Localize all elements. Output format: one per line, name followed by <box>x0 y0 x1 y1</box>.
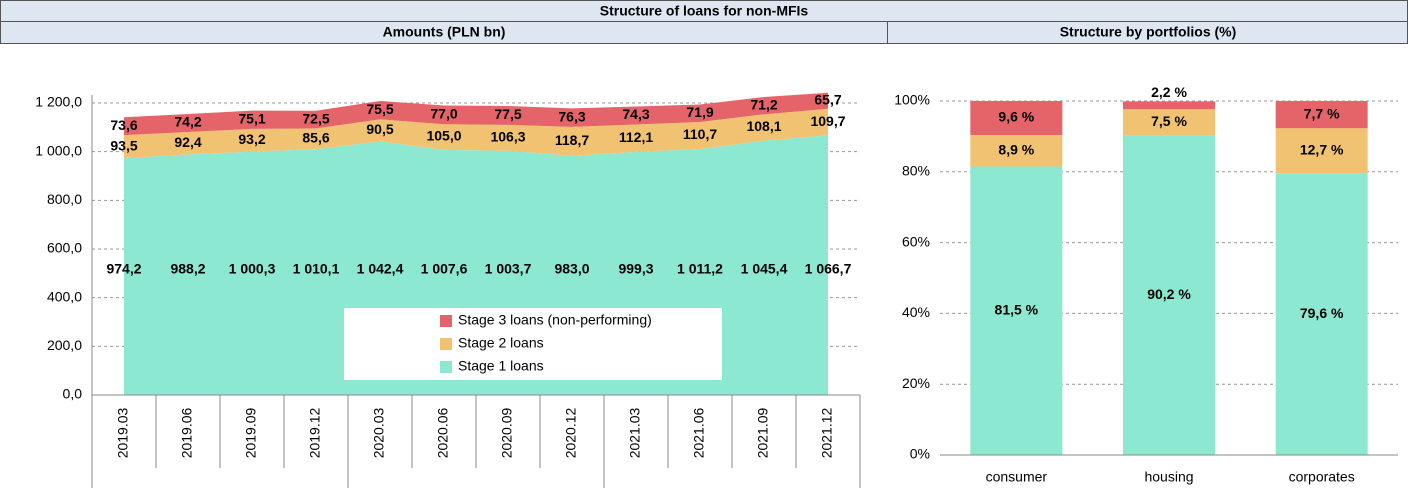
y-tick-label: 1 000,0 <box>35 142 82 158</box>
x-tick-label: housing <box>1144 469 1193 485</box>
y-tick-label: 0% <box>910 446 930 462</box>
value-label: 1 003,7 <box>485 261 532 277</box>
value-label: 2,2 % <box>1151 84 1187 100</box>
bar-segment <box>970 101 1063 135</box>
legend-label: Stage 1 loans <box>458 358 544 374</box>
value-label: 75,1 <box>238 110 265 126</box>
area <box>124 108 828 158</box>
value-label: 106,3 <box>490 129 525 145</box>
value-label: 7,7 % <box>1304 105 1340 121</box>
value-label: 92,4 <box>174 134 201 150</box>
value-label: 72,5 <box>302 110 329 126</box>
legend-label: Stage 3 loans (non-performing) <box>458 312 652 328</box>
value-label: 71,2 <box>750 96 777 112</box>
y-tick-label: 100% <box>894 92 930 108</box>
x-tick-label: consumer <box>986 469 1048 485</box>
bar-segment <box>1275 128 1368 174</box>
legend-swatch <box>440 315 452 327</box>
value-label: 85,6 <box>302 129 329 145</box>
value-label: 1 000,3 <box>229 261 276 277</box>
chart-title: Amounts (PLN bn) <box>383 24 506 40</box>
value-label: 974,2 <box>106 261 141 277</box>
x-tick-label: 2020.03 <box>371 407 387 458</box>
value-label: 74,2 <box>174 114 201 130</box>
value-label: 105,0 <box>426 128 461 144</box>
value-label: 112,1 <box>619 129 653 145</box>
value-label: 1 042,4 <box>357 261 404 277</box>
x-tick-label: 2021.03 <box>627 407 643 458</box>
value-label: 74,3 <box>622 106 649 122</box>
area <box>124 92 828 136</box>
y-tick-label: 20% <box>902 375 930 391</box>
value-label: 1 007,6 <box>421 261 468 277</box>
value-label: 79,6 % <box>1300 305 1344 321</box>
x-tick-label: 2020.12 <box>563 407 579 458</box>
bar-segment <box>1123 135 1215 455</box>
legend-swatch <box>440 361 452 373</box>
value-label: 71,9 <box>686 104 713 120</box>
value-label: 8,9 % <box>998 141 1034 157</box>
value-label: 75,5 <box>366 101 393 117</box>
value-label: 1 066,7 <box>805 261 852 277</box>
value-label: 73,6 <box>110 117 137 133</box>
x-tick-label: 2021.09 <box>755 407 771 458</box>
value-label: 118,7 <box>555 132 589 148</box>
value-label: 110,7 <box>683 126 717 142</box>
value-label: 65,7 <box>814 91 841 107</box>
bar-segment <box>970 134 1063 167</box>
y-tick-label: 40% <box>902 304 930 320</box>
value-label: 93,5 <box>110 137 137 153</box>
x-tick-label: 2019.03 <box>115 407 131 458</box>
value-label: 77,5 <box>494 106 521 122</box>
legend-label: Stage 2 loans <box>458 335 544 351</box>
value-label: 12,7 % <box>1300 141 1344 157</box>
value-label: 9,6 % <box>998 109 1034 125</box>
value-label: 108,1 <box>746 118 781 134</box>
value-label: 76,3 <box>558 108 585 124</box>
value-label: 81,5 % <box>995 301 1039 317</box>
y-tick-label: 800,0 <box>47 191 82 207</box>
y-tick-label: 1 200,0 <box>35 94 82 110</box>
y-tick-label: 60% <box>902 233 930 249</box>
x-tick-label: 2020.06 <box>435 407 451 458</box>
y-tick-label: 0,0 <box>63 386 83 402</box>
bar-segment <box>1123 101 1215 110</box>
y-tick-label: 600,0 <box>47 240 82 256</box>
value-label: 999,3 <box>618 261 653 277</box>
x-tick-label: 2019.12 <box>307 407 323 458</box>
value-label: 7,5 % <box>1151 113 1187 129</box>
bar-segment <box>1275 173 1368 455</box>
value-label: 90,5 <box>366 121 393 137</box>
x-tick-label: 2020.09 <box>499 407 515 458</box>
x-tick-label: 2021.12 <box>819 407 835 458</box>
x-tick-label: 2019.06 <box>179 407 195 458</box>
y-tick-label: 400,0 <box>47 288 82 304</box>
value-label: 77,0 <box>430 106 457 122</box>
bar-segment <box>1123 109 1215 136</box>
legend-swatch <box>440 338 452 350</box>
value-label: 983,0 <box>554 261 589 277</box>
y-tick-label: 80% <box>902 163 930 179</box>
value-label: 90,2 % <box>1147 286 1191 302</box>
value-label: 1 045,4 <box>741 261 788 277</box>
chart-title: Structure by portfolios (%) <box>1060 24 1237 40</box>
value-label: 988,2 <box>170 261 205 277</box>
value-label: 109,7 <box>810 113 845 129</box>
legend-box <box>344 308 722 380</box>
header-title: Structure of loans for non-MFIs <box>600 3 809 19</box>
bar-segment <box>1275 101 1368 129</box>
x-tick-label: 2021.06 <box>691 407 707 458</box>
value-label: 1 011,2 <box>677 261 723 277</box>
value-label: 93,2 <box>238 131 265 147</box>
bar-segment <box>970 166 1063 456</box>
x-tick-label: corporates <box>1289 469 1355 485</box>
x-tick-label: 2019.09 <box>243 407 259 458</box>
y-tick-label: 200,0 <box>47 337 82 353</box>
value-label: 1 010,1 <box>293 261 340 277</box>
